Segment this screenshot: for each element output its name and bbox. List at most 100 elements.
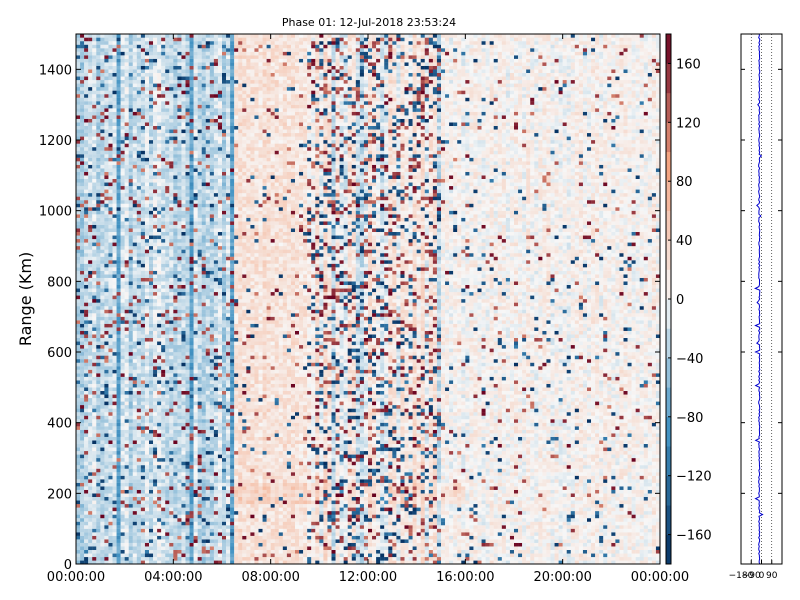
heatmap-cell xyxy=(92,165,96,169)
heatmap-cell xyxy=(84,370,88,374)
heatmap-cell xyxy=(113,557,117,561)
heatmap-cell xyxy=(121,416,125,420)
heatmap-cell xyxy=(108,320,112,324)
heatmap-cell xyxy=(121,356,125,360)
heatmap-cell xyxy=(113,250,117,254)
heatmap-cell xyxy=(92,257,96,261)
heatmap-cell xyxy=(113,320,117,324)
heatmap-cell xyxy=(76,197,80,201)
heatmap-cell xyxy=(100,479,104,483)
heatmap-cell xyxy=(121,419,125,423)
heatmap-cell xyxy=(108,447,112,451)
heatmap-cell xyxy=(84,557,88,561)
heatmap-cell xyxy=(121,394,125,398)
heatmap-cell xyxy=(104,469,108,473)
heatmap-cell xyxy=(113,317,117,321)
heatmap-cell xyxy=(100,423,104,427)
heatmap-cell xyxy=(100,108,104,112)
heatmap-cell xyxy=(108,200,112,204)
heatmap-cell xyxy=(80,394,84,398)
heatmap-cell xyxy=(117,366,121,370)
y-axis-label: Range (Km) xyxy=(16,252,35,346)
heatmap-cell xyxy=(76,331,80,335)
heatmap-cell xyxy=(92,126,96,130)
heatmap-cell xyxy=(113,348,117,352)
heatmap-cell xyxy=(80,444,84,448)
heatmap-cell xyxy=(117,384,121,388)
heatmap-cell xyxy=(100,52,104,56)
heatmap-cell xyxy=(84,306,88,310)
heatmap-cell xyxy=(80,48,84,52)
heatmap-cell xyxy=(92,356,96,360)
heatmap-cell xyxy=(80,458,84,462)
heatmap-cell xyxy=(113,419,117,423)
heatmap-cell xyxy=(92,522,96,526)
heatmap-cell xyxy=(100,320,104,324)
heatmap-cell xyxy=(108,469,112,473)
heatmap-cell xyxy=(117,522,121,526)
heatmap-cell xyxy=(76,267,80,271)
heatmap-cell xyxy=(96,115,100,119)
heatmap-cell xyxy=(96,384,100,388)
heatmap-cell xyxy=(117,83,121,87)
heatmap-cell xyxy=(100,511,104,515)
heatmap-cell xyxy=(104,370,108,374)
heatmap-cell xyxy=(84,416,88,420)
heatmap-cell xyxy=(113,345,117,349)
heatmap-cell xyxy=(96,525,100,529)
heatmap-cell xyxy=(88,387,92,391)
heatmap-cell xyxy=(113,440,117,444)
heatmap-cell xyxy=(108,151,112,155)
heatmap-cell xyxy=(84,320,88,324)
heatmap-cell xyxy=(96,151,100,155)
heatmap-cell xyxy=(88,433,92,437)
heatmap-cell xyxy=(76,165,80,169)
heatmap-cell xyxy=(88,458,92,462)
heatmap-cell xyxy=(80,182,84,186)
heatmap-cell xyxy=(88,165,92,169)
heatmap-cell xyxy=(84,511,88,515)
heatmap-cell xyxy=(76,306,80,310)
heatmap-cell xyxy=(84,182,88,186)
heatmap-cell xyxy=(84,356,88,360)
heatmap-cell xyxy=(117,179,121,183)
heatmap-cell xyxy=(76,186,80,190)
heatmap-cell xyxy=(88,158,92,162)
heatmap-cell xyxy=(108,412,112,416)
heatmap-cell xyxy=(92,158,96,162)
heatmap-cell xyxy=(88,193,92,197)
heatmap-cell xyxy=(92,207,96,211)
heatmap-cell xyxy=(121,444,125,448)
heatmap-cell xyxy=(121,274,125,278)
heatmap-cell xyxy=(88,59,92,63)
heatmap-cell xyxy=(92,380,96,384)
heatmap-cell xyxy=(100,221,104,225)
heatmap-cell xyxy=(100,271,104,275)
heatmap-cell xyxy=(84,317,88,321)
heatmap-cell xyxy=(108,66,112,70)
heatmap-cell xyxy=(76,317,80,321)
heatmap-cell xyxy=(104,225,108,229)
heatmap-cell xyxy=(80,493,84,497)
heatmap-cell xyxy=(84,147,88,151)
heatmap-cell xyxy=(121,479,125,483)
heatmap-cell xyxy=(104,172,108,176)
heatmap-cell xyxy=(88,493,92,497)
heatmap-cell xyxy=(104,45,108,49)
heatmap-cell xyxy=(117,98,121,102)
heatmap-cell xyxy=(113,112,117,116)
heatmap-cell xyxy=(104,112,108,116)
heatmap-cell xyxy=(76,271,80,275)
heatmap-cell xyxy=(117,151,121,155)
heatmap-cell xyxy=(96,267,100,271)
heatmap-cell xyxy=(96,412,100,416)
heatmap-cell xyxy=(92,147,96,151)
heatmap-cell xyxy=(117,144,121,148)
heatmap-cell xyxy=(88,543,92,547)
heatmap-cell xyxy=(100,66,104,70)
heatmap-cell xyxy=(88,500,92,504)
heatmap-cell xyxy=(80,281,84,285)
heatmap-cell xyxy=(100,48,104,52)
heatmap-cell xyxy=(92,59,96,63)
heatmap-cell xyxy=(117,370,121,374)
